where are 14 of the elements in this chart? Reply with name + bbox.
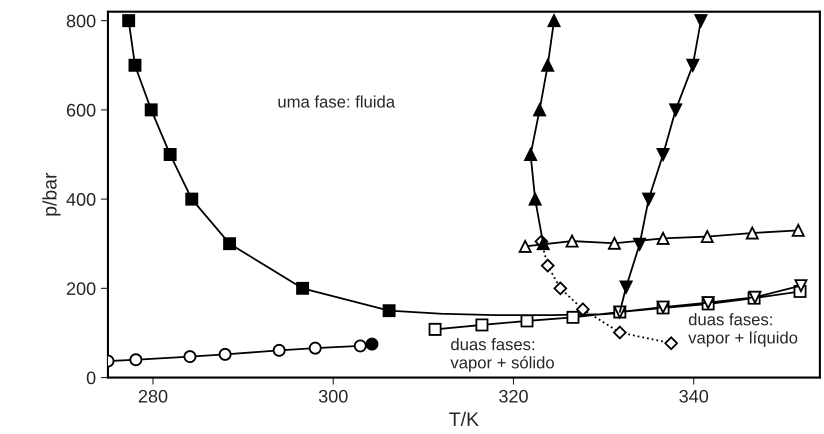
annotation: uma fase: fluida [278,95,396,108]
annotation: duas fases: vapor + sólido [450,338,554,372]
x-tick-label: 320 [499,390,528,403]
x-axis-title: T/K [449,412,479,426]
y-tick-label: 800 [66,14,96,28]
y-tick-label: 400 [66,193,96,206]
x-tick-label: 300 [318,390,348,403]
y-tick-label: 600 [66,104,96,117]
x-tick-label: 280 [138,390,168,403]
y-axis-title: p/bar [42,172,60,216]
annotation: duas fases: vapor + líquido [688,313,798,347]
y-tick-label: 200 [66,282,96,296]
x-tick-label: 340 [679,390,708,403]
y-tick-label: 0 [86,372,96,384]
